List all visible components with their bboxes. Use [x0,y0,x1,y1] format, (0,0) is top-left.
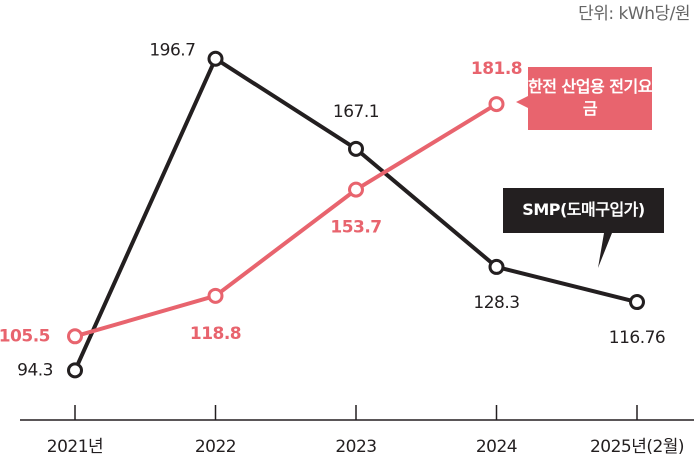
series-line [74,102,498,339]
callout-black-bg [503,188,664,268]
data-point [207,50,224,67]
x-tick-label: 2025년(2월) [590,437,684,457]
data-point [67,328,83,345]
data-point [207,287,224,304]
data-point [348,140,364,157]
data-label: 116.76 [609,328,665,348]
legend-entry: SMP(도매구입가) [522,200,645,219]
legend-entry: 한전 산업용 전기요금 [528,77,652,118]
callout-pink-bg [516,67,652,130]
data-label: 105.5 [0,326,50,346]
data-label: 181.8 [471,59,522,79]
x-tick-label: 2024 [476,437,517,457]
data-point [629,294,645,311]
data-point [348,181,364,198]
data-label: 167.1 [333,102,379,122]
x-tick-label: 2023 [335,437,376,457]
unit-label: 단위: kWh당/원 [578,4,690,24]
data-label: 94.3 [17,360,53,380]
x-tick-label: 2021년 [47,437,103,457]
data-label: 196.7 [149,41,195,61]
data-label: 118.8 [190,324,241,344]
data-label: 128.3 [473,293,519,313]
data-point [488,96,505,113]
data-label: 153.7 [330,218,381,238]
x-tick-label: 2022 [195,437,236,457]
data-point [488,258,505,275]
data-point [67,362,83,379]
